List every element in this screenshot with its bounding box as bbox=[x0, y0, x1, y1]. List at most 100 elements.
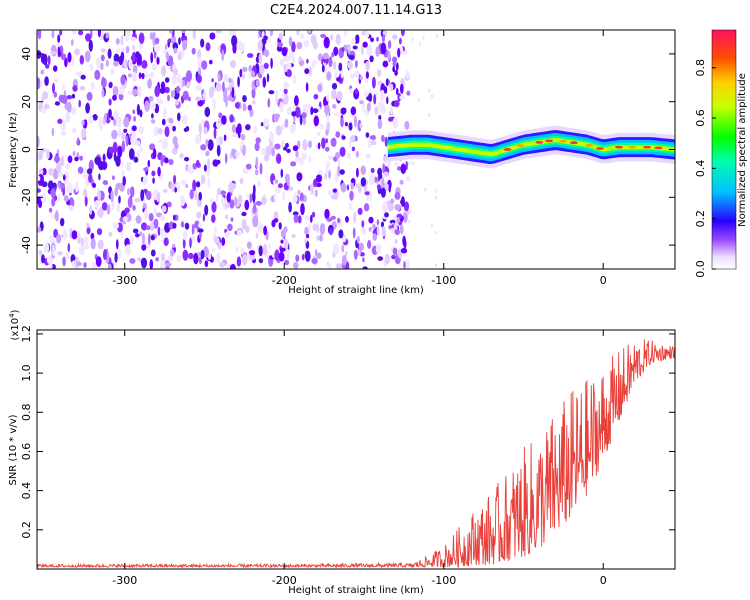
spectrogram-noise-cell bbox=[376, 69, 382, 77]
spectrogram-noise-cell bbox=[356, 167, 359, 178]
spectrogram-noise-cell bbox=[337, 165, 341, 177]
spectrogram-noise-cell bbox=[161, 138, 169, 150]
spectrogram-peak bbox=[503, 148, 512, 151]
spectrogram-noise-cell bbox=[356, 37, 360, 43]
spectrogram-noise-cell bbox=[321, 137, 326, 149]
spectrogram-noise-cell bbox=[226, 192, 231, 203]
spectrogram-noise-cell bbox=[387, 40, 392, 49]
spectrogram-noise-cell bbox=[258, 258, 264, 264]
spectrogram-noise-cell bbox=[123, 128, 128, 133]
spectrogram-noise-cell bbox=[62, 188, 65, 196]
spectrogram-noise-cell bbox=[156, 97, 160, 103]
spectrogram-noise-cell bbox=[327, 155, 334, 160]
spectrogram-noise-cell bbox=[50, 50, 56, 56]
y-tick-label: 0.6 bbox=[20, 443, 33, 461]
spectrogram-noise-cell bbox=[247, 104, 252, 111]
spectrogram-noise-cell bbox=[101, 202, 108, 211]
x-tick-label: -100 bbox=[431, 274, 456, 287]
spectrogram-noise-cell bbox=[422, 35, 425, 40]
spectrogram-noise-cell bbox=[77, 166, 84, 174]
spectrogram-noise-cell bbox=[394, 239, 398, 244]
spectrogram-noise-cell bbox=[37, 226, 42, 233]
spectrogram-noise-cell bbox=[116, 201, 120, 213]
spectrogram-noise-cell bbox=[223, 134, 227, 142]
spectrogram-noise-cell bbox=[275, 186, 281, 194]
spectrogram-noise-cell bbox=[335, 263, 343, 269]
spectrogram-noise-cell bbox=[376, 36, 379, 42]
spectrogram-noise-layer bbox=[37, 30, 438, 269]
spectrogram-noise-cell bbox=[377, 80, 383, 86]
spectrogram-noise-cell bbox=[201, 119, 205, 124]
spectrogram-noise-cell bbox=[274, 113, 281, 119]
spectrogram-noise-cell bbox=[192, 179, 197, 192]
spectrogram-noise-cell bbox=[48, 180, 54, 190]
spectrogram-noise-cell bbox=[360, 45, 364, 56]
spectrogram-noise-cell bbox=[326, 161, 331, 168]
spectrogram-noise-cell bbox=[136, 150, 140, 159]
spectrogram-noise-cell bbox=[400, 196, 405, 208]
spectrogram-noise-cell bbox=[200, 144, 207, 151]
spectrogram-noise-cell bbox=[195, 181, 201, 188]
spectrogram-noise-cell bbox=[200, 174, 206, 185]
spectrogram-noise-cell bbox=[282, 189, 286, 202]
spectrogram-noise-cell bbox=[242, 103, 247, 112]
spectrogram-noise-cell bbox=[141, 257, 147, 269]
spectrogram-noise-cell bbox=[127, 196, 133, 208]
spectrogram-noise-cell bbox=[405, 70, 410, 79]
spectrogram-noise-cell bbox=[172, 214, 176, 221]
snr-x-ticks: -300 -200 -100 0 bbox=[112, 330, 607, 587]
spectrogram-noise-cell bbox=[259, 163, 263, 175]
spectrogram-noise-cell bbox=[90, 81, 96, 90]
spectrogram-noise-cell bbox=[365, 30, 370, 38]
x-tick-label: -300 bbox=[112, 274, 137, 287]
spectrogram-noise-cell bbox=[167, 254, 174, 262]
spectrogram-noise-cell bbox=[113, 118, 117, 127]
spectrogram-noise-cell bbox=[112, 94, 117, 101]
y-tick-label: -40 bbox=[20, 236, 33, 254]
spectrogram-noise-cell bbox=[278, 32, 284, 40]
spectrogram-noise-cell bbox=[196, 211, 202, 219]
spectrogram-noise-cell bbox=[323, 62, 327, 74]
spectrogram-noise-cell bbox=[387, 159, 391, 169]
spectrogram-noise-cell bbox=[60, 217, 65, 227]
spectrogram-noise-cell bbox=[352, 45, 358, 50]
spectrogram-noise-cell bbox=[127, 90, 133, 95]
spectrogram-noise-cell bbox=[399, 224, 404, 235]
spectrogram-noise-cell bbox=[417, 98, 420, 103]
spectrogram-noise-cell bbox=[205, 42, 211, 52]
spectrogram-noise-cell bbox=[380, 187, 386, 198]
spectrogram-noise-cell bbox=[389, 83, 394, 92]
spectrogram-noise-cell bbox=[269, 30, 274, 37]
spectrogram-noise-cell bbox=[181, 80, 186, 87]
spectrogram-peak bbox=[654, 146, 663, 150]
spectrogram-noise-cell bbox=[268, 36, 271, 44]
spectrogram-noise-cell bbox=[428, 88, 431, 93]
spectrogram-noise-cell bbox=[316, 131, 321, 136]
spectrogram-noise-cell bbox=[369, 174, 375, 186]
spectrogram-noise-cell bbox=[255, 79, 260, 87]
spectrogram-noise-cell bbox=[198, 122, 202, 135]
spectrogram-noise-cell bbox=[213, 127, 217, 139]
spectrogram-noise-cell bbox=[214, 226, 217, 233]
spectrogram-noise-cell bbox=[68, 205, 74, 212]
spectrogram-noise-cell bbox=[322, 52, 329, 60]
spectrogram-noise-cell bbox=[365, 132, 370, 138]
spectrogram-noise-cell bbox=[403, 201, 410, 212]
spectrogram-noise-cell bbox=[278, 251, 285, 262]
spectrogram-noise-cell bbox=[204, 260, 209, 268]
spectrogram-noise-cell bbox=[402, 235, 406, 247]
spectrogram-noise-cell bbox=[231, 124, 236, 133]
spectrogram-noise-cell bbox=[236, 266, 243, 269]
spectrogram-noise-cell bbox=[48, 207, 53, 213]
spectrogram-noise-cell bbox=[137, 257, 142, 262]
spectrogram-noise-cell bbox=[279, 58, 285, 67]
spectrogram-noise-cell bbox=[362, 101, 365, 114]
spectrogram-noise-cell bbox=[103, 249, 107, 261]
spectrogram-noise-cell bbox=[361, 220, 365, 228]
spectrogram-noise-cell bbox=[88, 115, 94, 125]
spectrogram-noise-cell bbox=[102, 153, 106, 162]
spectrogram-noise-cell bbox=[206, 165, 211, 177]
spectrogram-noise-cell bbox=[357, 207, 363, 215]
spectrogram-noise-cell bbox=[408, 219, 411, 224]
